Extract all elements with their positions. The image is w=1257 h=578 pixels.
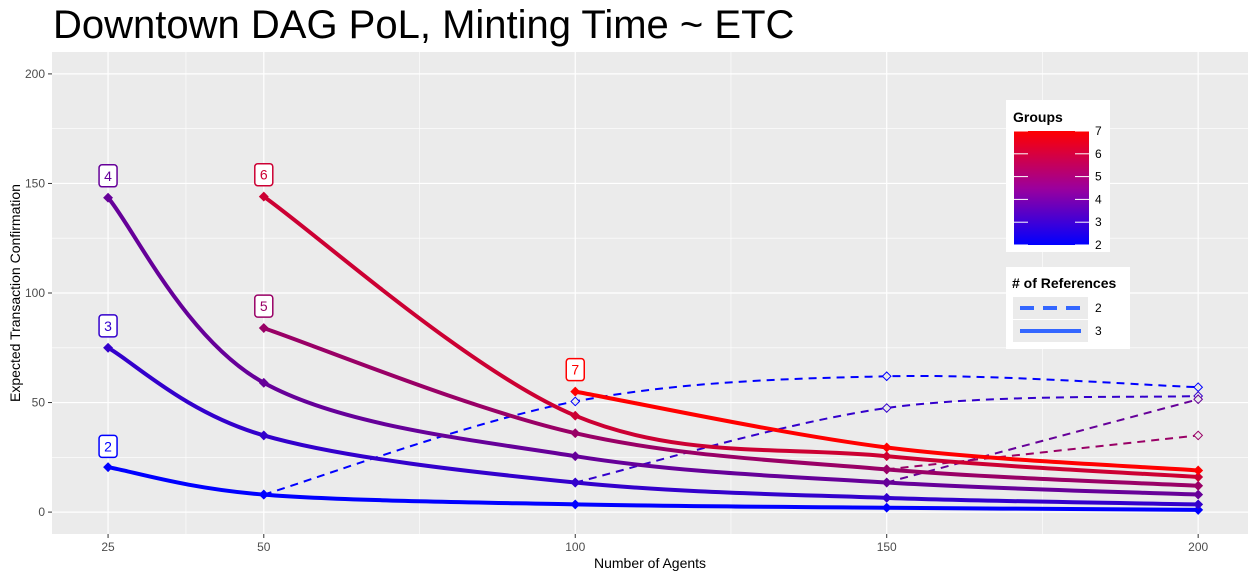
- data-point-group-5-refs-3: [570, 428, 581, 439]
- point-label-box-5: [254, 294, 274, 318]
- series-points: [103, 191, 1204, 515]
- legend-groups-label: 2: [1095, 238, 1102, 252]
- data-point-group-3-refs-3: [103, 342, 114, 353]
- legend-groups-label: 6: [1095, 147, 1102, 161]
- legend-references: # of References 23: [1006, 267, 1130, 349]
- series-lines: [106, 194, 1201, 512]
- data-point-group-7-refs-3: [881, 442, 892, 453]
- point-label-box-4: [98, 164, 118, 188]
- legend-references-label: 3: [1095, 324, 1102, 338]
- data-point-group-2-refs-2: [570, 396, 581, 407]
- data-point-group-7-refs-3: [570, 386, 581, 397]
- data-point-group-4-refs-3: [881, 477, 892, 488]
- legend-references-title: # of References: [1012, 275, 1116, 291]
- data-point-group-5-refs-3: [258, 323, 269, 334]
- legend-groups-label: 3: [1095, 215, 1102, 229]
- point-label-box-6: [254, 162, 274, 187]
- x-tick-label: 100: [565, 540, 585, 554]
- legend-groups-title: Groups: [1013, 109, 1063, 125]
- data-point-group-2-refs-3: [258, 489, 269, 500]
- y-tick-label: 150: [25, 176, 45, 190]
- point-labels: 2 3 4 5 6 7: [98, 162, 585, 459]
- legend-groups-label: 5: [1095, 170, 1102, 184]
- data-point-group-4-refs-2: [1193, 394, 1204, 405]
- y-axis-title: Expected Transaction Confirmation: [7, 184, 23, 402]
- point-label-7: 7: [571, 362, 579, 378]
- x-tick-label: 50: [257, 540, 271, 554]
- data-point-group-6-refs-3: [258, 191, 269, 202]
- point-label-5: 5: [260, 298, 268, 314]
- legend-groups-label: 7: [1095, 124, 1102, 138]
- y-tick-label: 200: [25, 67, 45, 81]
- y-tick-label: 0: [38, 505, 45, 519]
- data-point-group-2-refs-2: [1193, 382, 1204, 393]
- series-line-group-3-refs-3: [106, 345, 1201, 507]
- data-point-group-6-refs-3: [881, 451, 892, 462]
- point-label-box-7: [565, 357, 585, 382]
- data-point-group-2-refs-3: [881, 502, 892, 513]
- data-point-group-5-refs-3: [881, 464, 892, 475]
- legend-references-entries: 23: [1013, 297, 1102, 342]
- legend-groups-colorbar: [1014, 131, 1089, 245]
- data-point-group-4-refs-3: [103, 192, 114, 203]
- y-axis-ticks: 0 50 100 150 200: [25, 67, 52, 519]
- data-point-group-2-refs-2: [881, 371, 892, 382]
- legend-groups-ticks: 7 6 5 4 3 2: [1014, 124, 1102, 252]
- series-line-group-6-refs-3: [261, 194, 1201, 479]
- x-axis-title: Number of Agents: [594, 555, 706, 571]
- point-label-box-3: [98, 314, 118, 338]
- x-axis-ticks: 25 50 100 150 200: [101, 534, 1208, 554]
- y-tick-label: 100: [25, 286, 45, 300]
- data-point-group-7-refs-3: [1193, 465, 1204, 476]
- point-label-box-2: [98, 434, 118, 459]
- legend-groups: Groups 7 6 5 4 3 2: [1006, 100, 1110, 252]
- data-point-group-6-refs-3: [570, 410, 581, 421]
- data-point-group-2-refs-3: [570, 499, 581, 510]
- series-line-group-4-refs-2: [886, 398, 1199, 484]
- data-point-group-3-refs-3: [258, 430, 269, 441]
- series-line-group-3-refs-2: [575, 395, 1199, 484]
- y-tick-label: 50: [32, 396, 46, 410]
- series-line-group-5-refs-2: [886, 434, 1199, 471]
- series-line-group-2-refs-3: [106, 465, 1201, 512]
- data-point-group-4-refs-3: [1193, 489, 1204, 500]
- point-label-6: 6: [260, 167, 268, 183]
- legend-references-label: 2: [1095, 301, 1102, 315]
- data-point-group-3-refs-3: [570, 477, 581, 488]
- data-point-group-3-refs-2: [881, 403, 892, 413]
- data-point-group-5-refs-2: [1193, 430, 1204, 441]
- data-point-group-4-refs-3: [258, 377, 269, 388]
- chart-title: Downtown DAG PoL, Minting Time ~ ETC: [53, 3, 794, 47]
- x-tick-label: 200: [1188, 540, 1208, 554]
- data-point-group-4-refs-3: [570, 451, 581, 462]
- legend-groups-label: 4: [1095, 192, 1102, 206]
- series-line-group-5-refs-3: [261, 326, 1201, 488]
- data-point-group-2-refs-3: [103, 462, 114, 473]
- data-point-group-3-refs-3: [881, 492, 892, 503]
- data-point-group-5-refs-3: [1193, 480, 1204, 491]
- data-point-group-6-refs-3: [1193, 472, 1204, 482]
- point-label-2: 2: [104, 438, 112, 454]
- point-label-3: 3: [104, 318, 112, 334]
- point-label-4: 4: [104, 168, 112, 184]
- data-point-group-3-refs-3: [1193, 499, 1204, 510]
- x-tick-label: 150: [877, 540, 897, 554]
- x-tick-label: 25: [101, 540, 115, 554]
- data-point-group-2-refs-3: [1193, 504, 1204, 515]
